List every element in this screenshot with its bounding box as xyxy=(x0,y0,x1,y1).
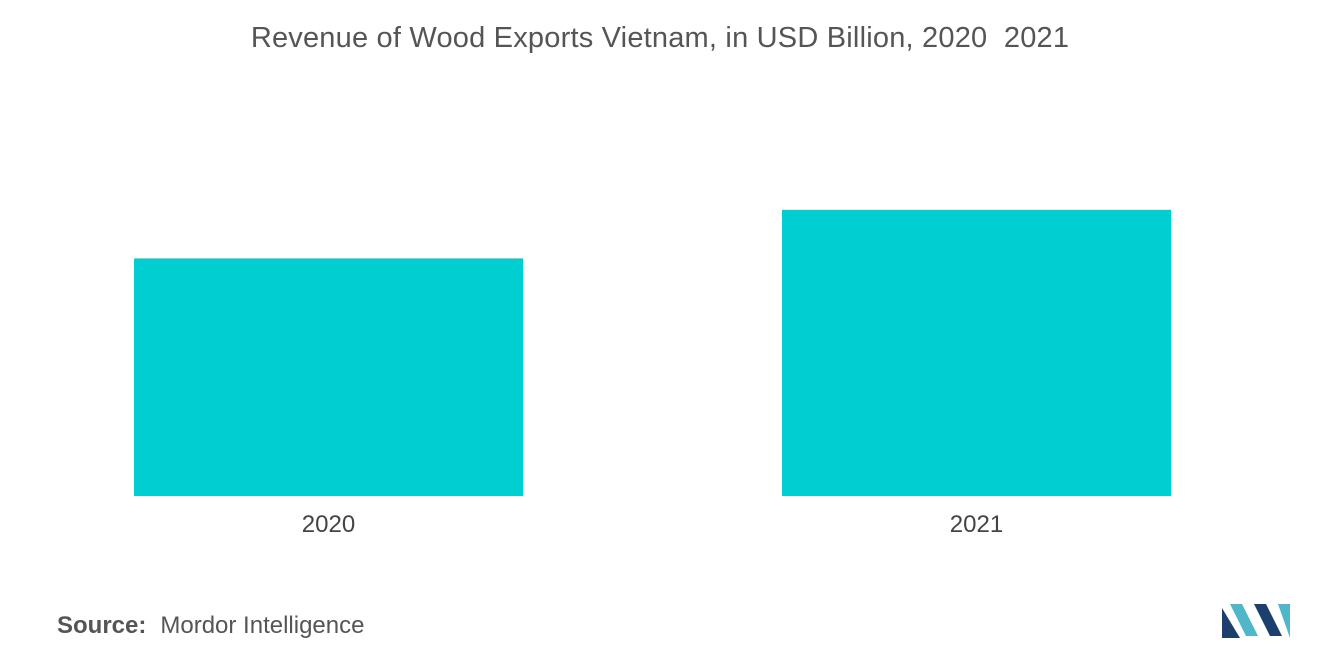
x-tick-labels: 2020 2021 xyxy=(302,511,1003,538)
x-tick-label-2021: 2021 xyxy=(950,511,1003,538)
x-tick-label-2020: 2020 xyxy=(302,511,355,538)
source-label: Source: xyxy=(57,612,147,639)
source-value: Mordor Intelligence xyxy=(160,612,365,639)
source-note: Source: Mordor Intelligence xyxy=(57,612,364,640)
mordor-intelligence-logo-icon xyxy=(1222,602,1290,643)
bar-2021 xyxy=(782,209,1171,497)
bar-chart: 2020 2021 xyxy=(134,209,1171,538)
bars-group xyxy=(134,209,1171,497)
chart-title: Revenue of Wood Exports Vietnam, in USD … xyxy=(250,22,1070,54)
bar-2020 xyxy=(134,258,523,496)
